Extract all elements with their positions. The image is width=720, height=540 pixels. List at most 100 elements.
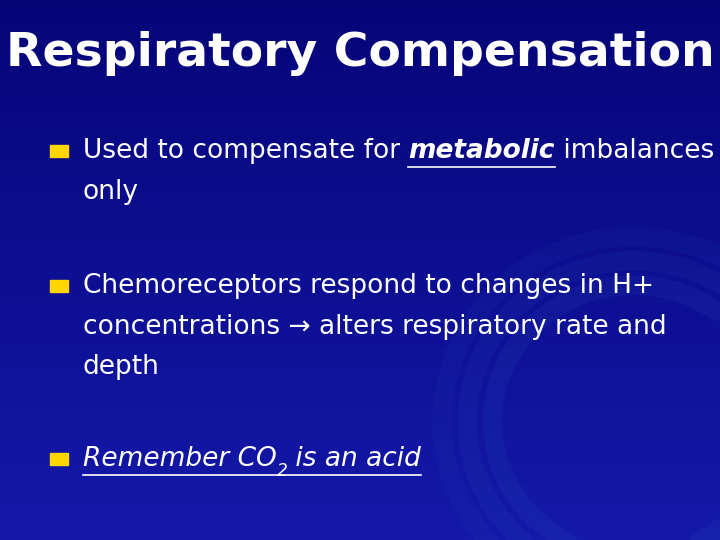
Bar <box>0 160 720 162</box>
Bar <box>0 270 720 272</box>
Bar <box>0 120 720 123</box>
Bar <box>0 339 720 340</box>
Bar <box>0 439 720 441</box>
Bar <box>0 457 720 459</box>
Bar <box>0 243 720 245</box>
Bar <box>0 454 720 455</box>
Text: concentrations → alters respiratory rate and: concentrations → alters respiratory rate… <box>83 314 667 340</box>
Bar <box>0 434 720 436</box>
Bar <box>0 110 720 112</box>
Bar <box>0 401 720 403</box>
Bar <box>0 528 720 529</box>
Bar <box>0 180 720 182</box>
Bar <box>0 90 720 92</box>
Bar <box>0 277 720 279</box>
Bar <box>0 142 720 144</box>
Bar <box>0 238 720 239</box>
Bar <box>0 131 720 133</box>
Bar <box>0 115 720 117</box>
Bar <box>0 232 720 234</box>
Bar <box>0 409 720 410</box>
Bar <box>0 7 720 9</box>
Bar <box>50 145 68 157</box>
Bar <box>0 416 720 417</box>
Bar <box>0 313 720 315</box>
Bar <box>0 394 720 396</box>
Bar <box>0 346 720 347</box>
Bar <box>0 306 720 308</box>
Bar <box>0 43 720 45</box>
Bar <box>0 169 720 171</box>
Bar <box>0 76 720 77</box>
Bar <box>0 342 720 344</box>
Bar <box>0 410 720 412</box>
Bar <box>0 518 720 520</box>
Bar <box>0 247 720 248</box>
Bar <box>0 20 720 22</box>
Bar <box>0 47 720 49</box>
Bar <box>0 59 720 61</box>
Bar <box>0 137 720 139</box>
Bar <box>0 508 720 509</box>
Bar <box>0 45 720 47</box>
Bar <box>0 286 720 288</box>
Bar <box>0 398 720 400</box>
Bar <box>0 520 720 522</box>
Bar <box>0 83 720 85</box>
Bar <box>0 481 720 482</box>
Bar <box>0 108 720 110</box>
Bar <box>0 72 720 74</box>
Bar <box>0 228 720 231</box>
Bar <box>0 459 720 461</box>
Bar <box>0 54 720 56</box>
Bar <box>0 389 720 390</box>
Bar <box>0 380 720 382</box>
Bar <box>0 509 720 511</box>
Bar <box>0 308 720 309</box>
Bar <box>0 362 720 363</box>
Bar <box>0 185 720 187</box>
Bar <box>0 123 720 124</box>
Bar <box>0 452 720 454</box>
Bar <box>0 360 720 362</box>
Text: metabolic: metabolic <box>408 138 554 164</box>
Bar <box>0 261 720 263</box>
Bar <box>0 252 720 254</box>
Bar <box>0 490 720 491</box>
Bar <box>0 182 720 184</box>
Bar <box>0 464 720 466</box>
Bar <box>0 135 720 137</box>
Bar <box>0 221 720 223</box>
Bar <box>0 367 720 369</box>
Bar <box>0 290 720 292</box>
Bar <box>0 29 720 31</box>
Bar <box>0 393 720 394</box>
Bar <box>0 382 720 383</box>
Bar <box>0 174 720 177</box>
Bar <box>0 466 720 468</box>
Bar <box>0 385 720 387</box>
Bar <box>0 268 720 270</box>
Bar <box>0 423 720 425</box>
Bar <box>0 297 720 299</box>
Bar <box>0 441 720 443</box>
Bar <box>0 93 720 96</box>
Bar <box>0 99 720 101</box>
Bar <box>0 265 720 266</box>
Bar <box>0 506 720 508</box>
Bar <box>0 529 720 531</box>
Bar <box>50 280 68 292</box>
Bar <box>0 414 720 416</box>
Bar <box>0 347 720 349</box>
Bar <box>0 329 720 331</box>
Bar <box>0 86 720 88</box>
Bar <box>0 333 720 335</box>
Bar <box>0 420 720 421</box>
Bar <box>0 36 720 38</box>
Bar <box>0 245 720 247</box>
Bar <box>0 349 720 351</box>
Bar <box>0 106 720 108</box>
Bar <box>0 538 720 540</box>
Bar <box>0 504 720 506</box>
Bar <box>0 164 720 166</box>
